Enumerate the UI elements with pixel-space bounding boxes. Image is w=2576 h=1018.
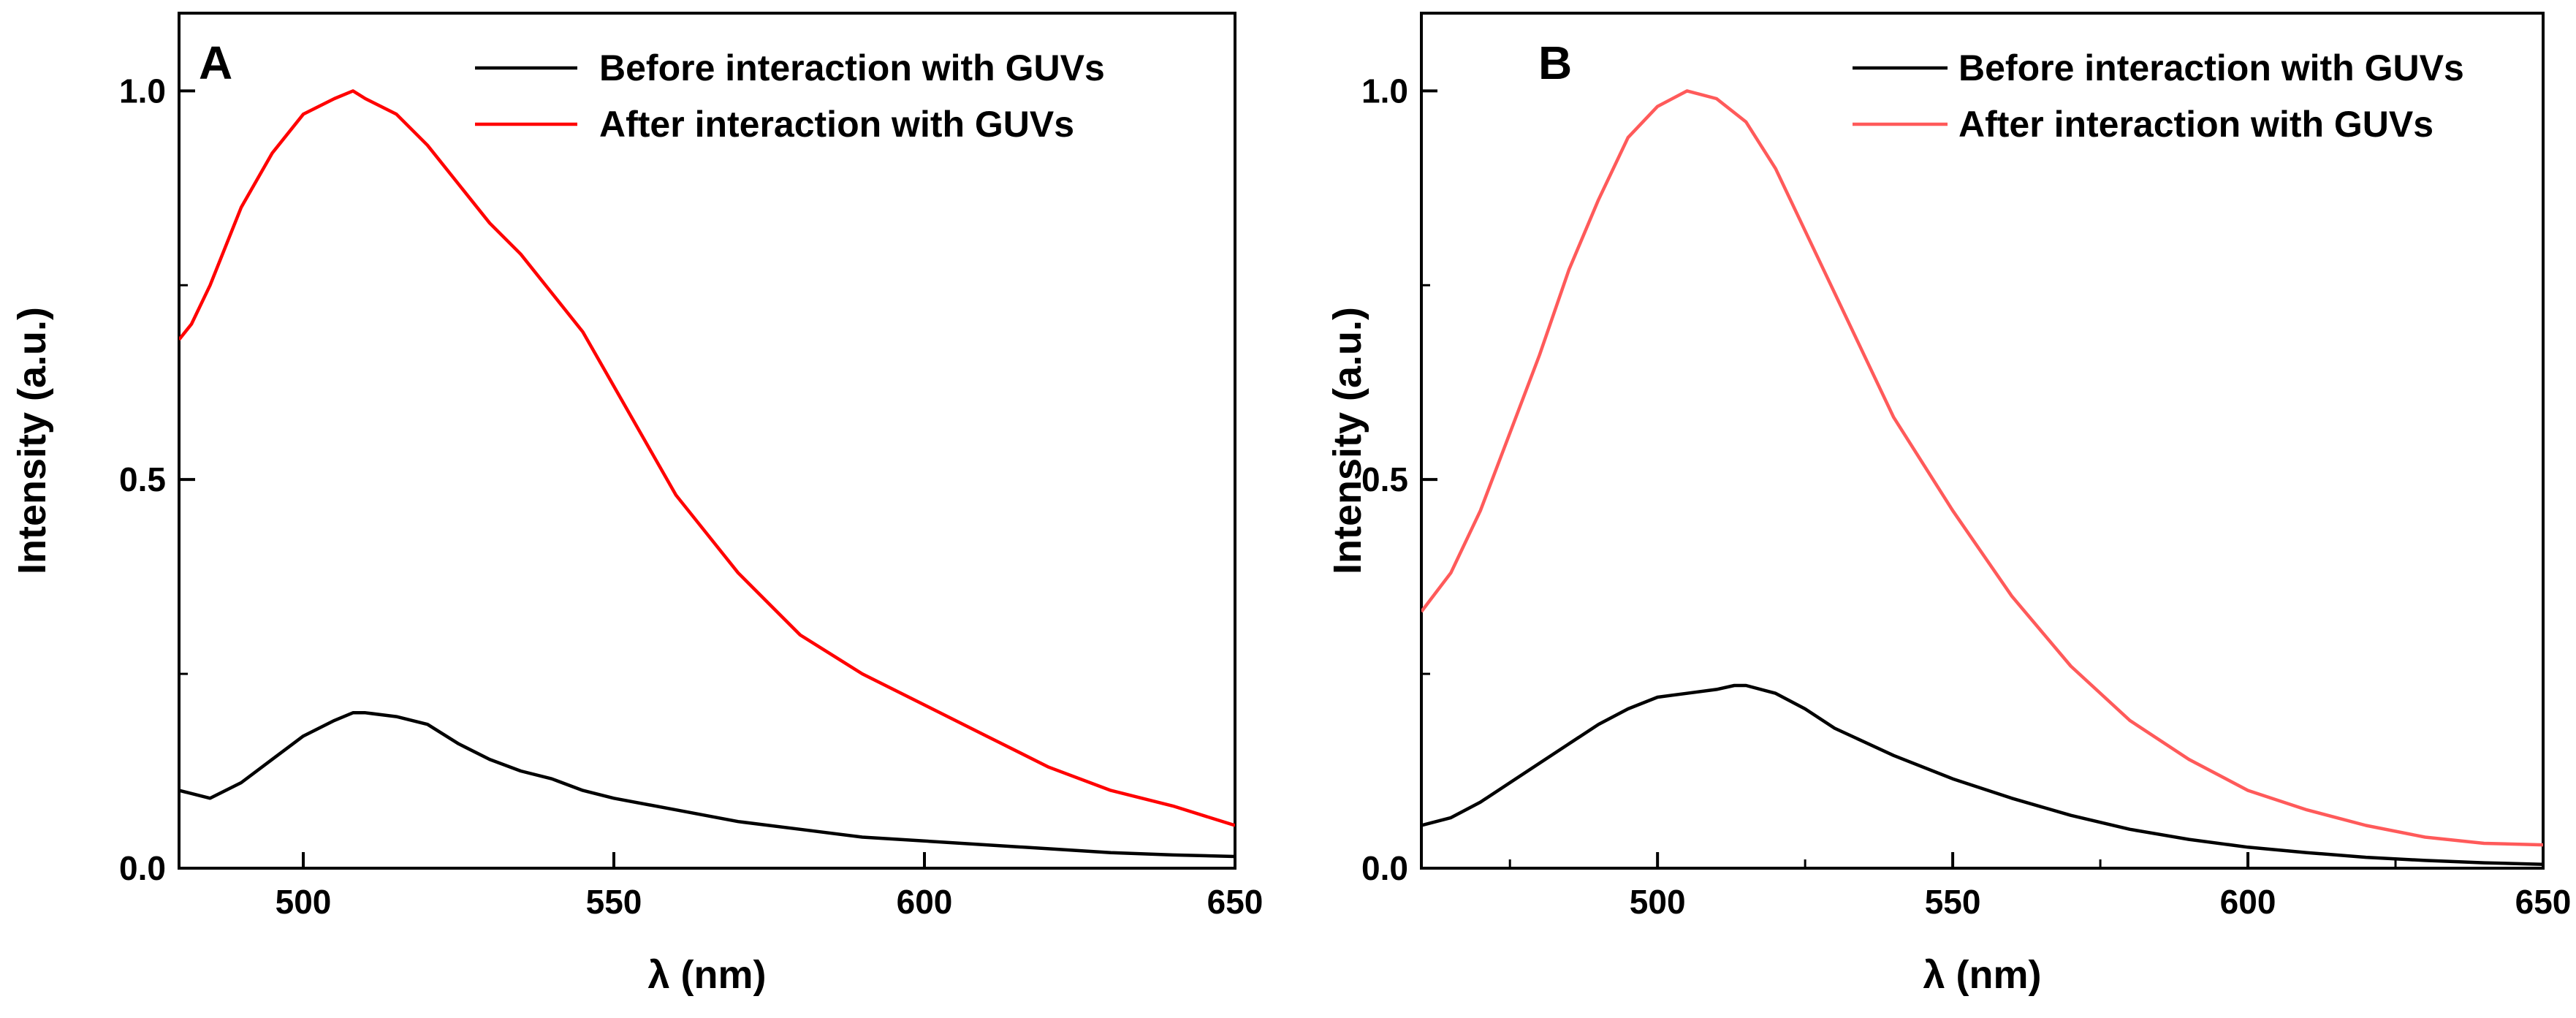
- series-line-before: [1421, 683, 2543, 866]
- plot-frame: [1420, 12, 2545, 870]
- y-tick-label: 0.0: [119, 849, 166, 887]
- x-tick-label: 550: [586, 883, 642, 921]
- x-tick-label: 550: [1925, 883, 1981, 921]
- y-axis-title: Intensity (a.u.): [10, 307, 54, 574]
- y-tick-label: 1.0: [119, 72, 166, 110]
- y-tick-label: 0.0: [1361, 849, 1408, 887]
- y-axis-title: Intensity (a.u.): [1326, 307, 1369, 574]
- y-tick-label: 1.0: [1361, 72, 1408, 110]
- plot-frame: [178, 12, 1236, 870]
- series-line-before: [179, 711, 1235, 859]
- y-tick-label: 0.5: [1361, 460, 1408, 498]
- legend-label: After interaction with GUVs: [1958, 104, 2433, 145]
- x-axis-title: λ (nm): [1923, 953, 2042, 997]
- x-tick-label: 600: [2220, 883, 2276, 921]
- x-tick-label: 650: [1207, 883, 1264, 921]
- y-tick-label: 0.5: [119, 460, 166, 498]
- x-axis-title: λ (nm): [648, 953, 767, 997]
- panel-b: 0.0 0.5 1.0 500 550 600 650 λ (nm) Intensity (a.…: [1326, 12, 2572, 997]
- series-line-after: [179, 89, 1235, 827]
- panel-a: 0.0 0.5 1.0 500 550 600 650 λ (nm) Intensity (a.…: [10, 12, 1264, 997]
- x-tick-label: 500: [276, 883, 332, 921]
- legend-label: After interaction with GUVs: [599, 104, 1074, 145]
- x-tick-label: 600: [897, 883, 953, 921]
- legend-label: Before interaction with GUVs: [1958, 48, 2464, 88]
- panel-label: B: [1538, 37, 1572, 89]
- panel-label: A: [199, 37, 232, 89]
- x-tick-label: 650: [2515, 883, 2572, 921]
- legend-label: Before interaction with GUVs: [599, 48, 1105, 88]
- x-tick-label: 500: [1630, 883, 1686, 921]
- series-line-after: [1421, 89, 2543, 847]
